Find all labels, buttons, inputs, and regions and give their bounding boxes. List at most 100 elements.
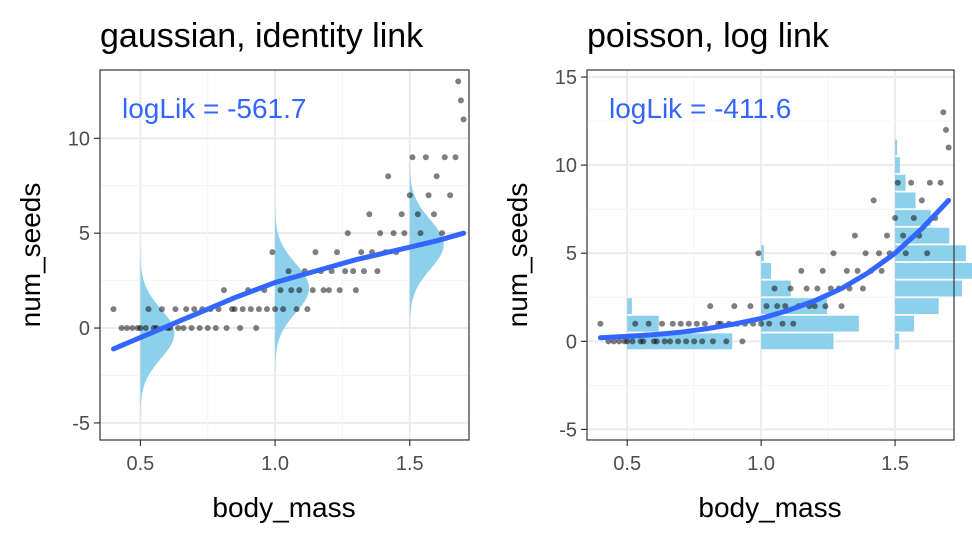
data-point: [822, 303, 829, 310]
data-point: [460, 116, 467, 123]
data-point: [142, 325, 149, 332]
data-point: [296, 287, 303, 294]
data-point: [838, 303, 845, 310]
data-point: [918, 197, 925, 204]
data-point: [693, 320, 700, 327]
data-point: [610, 338, 617, 345]
data-point: [255, 306, 262, 313]
data-point: [175, 325, 182, 332]
data-point: [237, 325, 244, 332]
data-point: [766, 320, 773, 327]
data-point: [862, 250, 869, 257]
data-point: [819, 267, 826, 274]
data-point: [667, 338, 674, 345]
loglik-label: logLik = -411.6: [609, 93, 791, 124]
data-point: [739, 338, 746, 345]
data-point: [406, 192, 413, 199]
data-point: [350, 268, 357, 275]
data-point: [277, 287, 284, 294]
loglik-label: logLik = -561.7: [122, 93, 306, 124]
data-point: [669, 320, 676, 327]
data-point: [385, 173, 392, 180]
data-point: [129, 325, 136, 332]
data-point: [320, 287, 327, 294]
data-point: [878, 267, 885, 274]
data-point: [430, 211, 437, 218]
data-point: [701, 320, 708, 327]
data-point: [755, 250, 762, 257]
x-tick-label: 1.5: [396, 453, 424, 475]
data-point: [827, 285, 834, 292]
pmf-bar: [895, 333, 900, 350]
panel-poisson: poisson, log link logLik = -411.6 0.5 1.0…: [502, 17, 972, 523]
data-point: [709, 338, 716, 345]
data-point: [342, 268, 349, 275]
x-axis-label: body_mass: [698, 492, 841, 523]
pmf-bar: [627, 298, 632, 315]
data-point: [110, 306, 117, 313]
x-tick-label: 1.0: [261, 453, 289, 475]
panel-gaussian: gaussian, identity link logLik = -561.7 …: [15, 17, 470, 523]
data-point: [924, 250, 931, 257]
data-point: [843, 267, 850, 274]
data-point: [645, 320, 652, 327]
data-point: [779, 320, 786, 327]
data-point: [401, 230, 408, 237]
pmf-bar: [761, 262, 772, 279]
data-point: [452, 154, 459, 161]
data-point: [661, 338, 668, 345]
pmf-bar: [895, 298, 939, 315]
data-point: [398, 211, 405, 218]
data-point: [910, 215, 917, 221]
data-point: [409, 154, 416, 161]
data-point: [830, 250, 837, 257]
data-point: [123, 325, 130, 332]
data-point: [336, 287, 343, 294]
data-point: [422, 154, 429, 161]
pmf-bar: [627, 315, 659, 332]
data-point: [854, 267, 861, 274]
data-point: [263, 306, 270, 313]
data-point: [629, 338, 636, 345]
data-point: [624, 338, 631, 345]
y-tick-label: 0: [566, 331, 577, 353]
pmf-bar: [895, 157, 900, 174]
pmf-bar: [895, 245, 966, 262]
points-layer: [597, 109, 952, 345]
data-point: [926, 179, 933, 186]
data-point: [414, 211, 421, 218]
pmf-bar: [761, 333, 834, 350]
data-point: [272, 306, 279, 313]
pmf-bar: [895, 280, 963, 297]
y-tick-label: -5: [72, 413, 90, 435]
data-point: [325, 287, 332, 294]
data-point: [811, 303, 818, 310]
data-point: [220, 287, 227, 294]
data-point: [304, 306, 311, 313]
data-point: [937, 179, 944, 186]
data-point: [771, 285, 778, 292]
data-point: [183, 306, 190, 313]
data-point: [417, 230, 424, 237]
data-point: [328, 268, 335, 275]
data-point: [894, 179, 901, 186]
data-point: [747, 303, 754, 310]
panel-border: [586, 69, 955, 441]
data-point: [293, 306, 300, 313]
data-point: [118, 325, 125, 332]
data-point: [790, 320, 797, 327]
data-point: [940, 109, 947, 116]
data-point: [239, 306, 246, 313]
data-point: [312, 249, 319, 256]
x-tick-label: 1.5: [881, 453, 909, 475]
data-point: [870, 197, 877, 204]
data-point: [798, 267, 805, 274]
data-point: [900, 232, 907, 239]
y-axis-label: num_seeds: [15, 183, 46, 328]
data-point: [196, 325, 203, 332]
data-point: [707, 303, 714, 310]
pmf-bar: [895, 262, 972, 279]
pmf-bar: [895, 192, 916, 209]
data-point: [172, 306, 179, 313]
